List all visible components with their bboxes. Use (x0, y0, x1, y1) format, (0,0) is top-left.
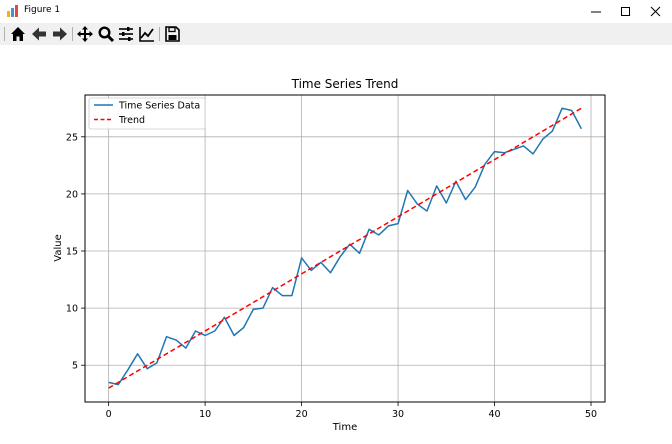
y-tick-label: 25 (66, 132, 78, 143)
close-button[interactable] (640, 0, 672, 23)
forward-icon[interactable] (51, 25, 69, 43)
maximize-icon (621, 7, 630, 16)
window-title: Figure 1 (24, 5, 61, 15)
y-tick-label: 20 (66, 189, 78, 200)
back-icon[interactable] (30, 25, 48, 43)
close-icon (650, 6, 661, 17)
pan-icon[interactable] (76, 25, 94, 43)
home-icon[interactable] (9, 25, 27, 43)
chart-title: Time Series Trend (291, 77, 399, 91)
maximize-button[interactable] (610, 0, 642, 23)
legend-label-trend: Trend (118, 115, 145, 126)
series-layer (108, 107, 583, 389)
x-tick-label: 10 (199, 409, 211, 420)
axis-ticks: 0 10 20 30 40 50 5 10 15 20 25 (66, 132, 597, 420)
x-tick-label: 20 (296, 409, 308, 420)
y-tick-label: 10 (66, 304, 78, 315)
minimize-button[interactable] (580, 0, 612, 23)
minimize-icon (591, 11, 601, 13)
toolbar (0, 23, 672, 45)
save-icon[interactable] (163, 25, 181, 43)
chart: Time Series Trend 0 10 20 30 40 50 5 10 15 20 25 T… (53, 77, 606, 433)
y-tick-label: 15 (66, 247, 78, 258)
y-tick-label: 5 (72, 361, 78, 372)
toolbar-separator (4, 27, 5, 41)
legend-box (88, 97, 206, 130)
title-bar: Figure 1 (0, 0, 672, 23)
zoom-icon[interactable] (97, 25, 115, 43)
plot-frame (84, 94, 606, 403)
toolbar-separator (72, 27, 73, 41)
x-tick-label: 50 (585, 409, 597, 420)
series-line-time-series-data (108, 107, 583, 386)
x-tick-label: 30 (392, 409, 404, 420)
x-tick-label: 40 (488, 409, 500, 420)
toolbar-separator (159, 27, 160, 41)
x-axis-label: Time (332, 422, 357, 433)
x-tick-label: 0 (106, 409, 112, 420)
series-line-trend (108, 107, 582, 389)
figure-app-icon (7, 5, 18, 17)
figure-canvas[interactable]: Time Series Trend 0 10 20 30 40 50 5 10 15 20 25 T… (0, 45, 672, 440)
legend: Time Series Data Trend (88, 97, 206, 130)
legend-label-series: Time Series Data (118, 101, 200, 112)
edit-axis-icon[interactable] (138, 25, 156, 43)
y-axis-label: Value (53, 234, 64, 261)
subplots-icon[interactable] (117, 25, 135, 43)
